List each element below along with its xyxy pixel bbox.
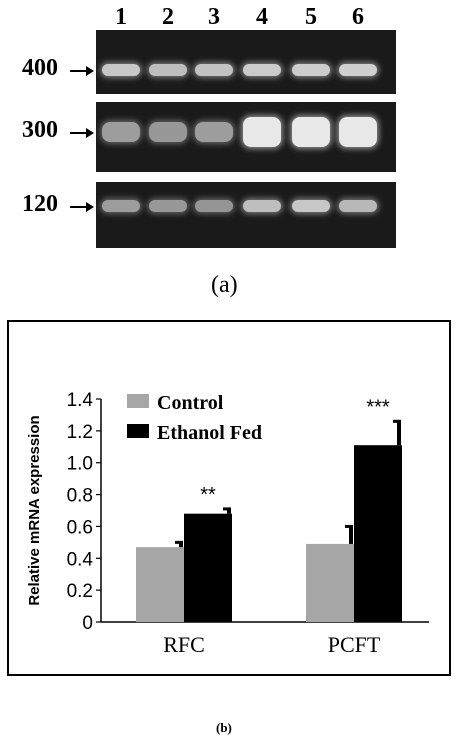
gel-band bbox=[195, 122, 233, 142]
gel-band bbox=[339, 117, 377, 147]
gel-band bbox=[339, 200, 377, 212]
size-marker-400: 400 bbox=[22, 55, 58, 81]
gel-band bbox=[149, 200, 187, 212]
size-marker-arrow bbox=[70, 202, 94, 212]
bar-control bbox=[136, 547, 184, 622]
gel-band bbox=[102, 64, 140, 76]
y-tick-label: 0.6 bbox=[67, 517, 93, 538]
bar-ethanol-fed bbox=[354, 445, 402, 622]
bar-chart: 0 0.2 0.4 0.6 0.8 1.0 1.2 1.4 Relative mRNA expr… bbox=[26, 390, 429, 657]
y-axis-label: Relative mRNA expression bbox=[26, 415, 43, 605]
caption-b: (b) bbox=[216, 720, 232, 735]
x-tick-label: RFC bbox=[163, 632, 205, 657]
y-tick-label: 0.4 bbox=[67, 549, 94, 570]
bar-ethanol-fed bbox=[184, 513, 232, 622]
legend-swatch bbox=[127, 394, 149, 408]
lane-number-2: 2 bbox=[162, 4, 174, 30]
y-tick-label: 1.4 bbox=[67, 390, 94, 411]
size-marker-arrow bbox=[70, 66, 94, 76]
bar-control bbox=[306, 543, 354, 622]
gel-band bbox=[149, 122, 187, 142]
x-tick-label: PCFT bbox=[328, 632, 381, 657]
gel-band bbox=[149, 64, 187, 76]
chart-frame: 0 0.2 0.4 0.6 0.8 1.0 1.2 1.4 Relative mRNA expr… bbox=[7, 320, 451, 676]
legend-label: Control bbox=[157, 392, 224, 414]
gel-band bbox=[243, 200, 281, 212]
gel-band bbox=[102, 200, 140, 212]
size-marker-300: 300 bbox=[22, 117, 58, 143]
lane-number-1: 1 bbox=[115, 4, 127, 30]
gel-band bbox=[195, 64, 233, 76]
y-tick-label: 0 bbox=[82, 613, 93, 634]
gel-band bbox=[292, 117, 330, 147]
significance-marker: ** bbox=[200, 484, 216, 506]
gel-band bbox=[243, 117, 281, 147]
lane-number-3: 3 bbox=[208, 4, 220, 30]
size-marker-120: 120 bbox=[22, 191, 58, 217]
legend-label: Ethanol Fed bbox=[157, 422, 262, 444]
gel-strip-400 bbox=[96, 30, 396, 94]
legend-swatch bbox=[127, 424, 149, 438]
gel-band bbox=[292, 64, 330, 76]
lane-number-5: 5 bbox=[305, 4, 317, 30]
y-tick-label: 0.8 bbox=[67, 486, 93, 507]
lane-number-6: 6 bbox=[352, 4, 364, 30]
gel-strip-120 bbox=[96, 182, 396, 248]
gel-strip-300 bbox=[96, 102, 396, 172]
gel-band bbox=[195, 200, 233, 212]
gel-band bbox=[243, 64, 281, 76]
significance-marker: *** bbox=[366, 396, 390, 418]
y-tick-label: 1.0 bbox=[67, 454, 93, 475]
y-tick-label: 1.2 bbox=[67, 422, 93, 443]
gel-band bbox=[102, 122, 140, 142]
caption-a: (a) bbox=[211, 272, 238, 298]
lane-number-4: 4 bbox=[256, 4, 268, 30]
gel-band bbox=[339, 64, 377, 76]
y-tick-label: 0.2 bbox=[67, 581, 93, 602]
size-marker-arrow bbox=[70, 128, 94, 138]
gel-band bbox=[292, 200, 330, 212]
